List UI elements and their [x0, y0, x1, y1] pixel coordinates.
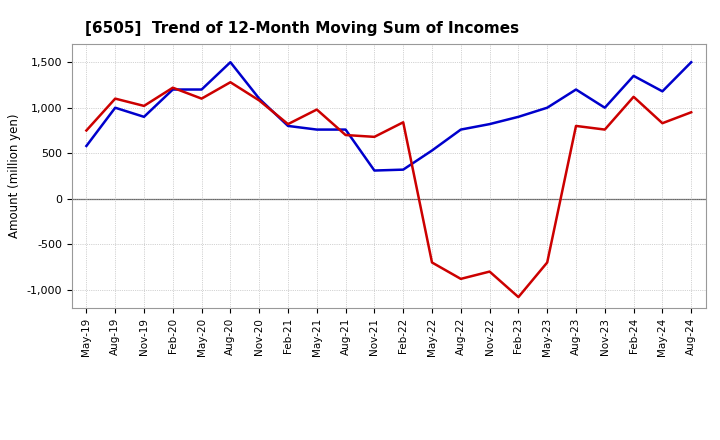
Ordinary Income [572, 87, 580, 92]
Ordinary Income [687, 59, 696, 65]
Ordinary Income [255, 96, 264, 101]
Y-axis label: Amount (million yen): Amount (million yen) [8, 114, 21, 238]
Net Income [600, 127, 609, 132]
Ordinary Income [514, 114, 523, 120]
Ordinary Income [197, 87, 206, 92]
Ordinary Income [226, 59, 235, 65]
Ordinary Income [140, 114, 148, 120]
Line: Net Income: Net Income [86, 82, 691, 297]
Net Income [456, 276, 465, 282]
Ordinary Income [456, 127, 465, 132]
Net Income [399, 120, 408, 125]
Ordinary Income [399, 167, 408, 172]
Ordinary Income [168, 87, 177, 92]
Ordinary Income [82, 143, 91, 149]
Ordinary Income [543, 105, 552, 110]
Ordinary Income [111, 105, 120, 110]
Net Income [197, 96, 206, 101]
Net Income [370, 134, 379, 139]
Ordinary Income [658, 89, 667, 94]
Ordinary Income [629, 73, 638, 78]
Text: [6505]  Trend of 12-Month Moving Sum of Incomes: [6505] Trend of 12-Month Moving Sum of I… [85, 21, 519, 36]
Net Income [485, 269, 494, 274]
Net Income [428, 260, 436, 265]
Ordinary Income [428, 148, 436, 153]
Net Income [341, 132, 350, 138]
Net Income [514, 294, 523, 300]
Net Income [255, 98, 264, 103]
Ordinary Income [370, 168, 379, 173]
Net Income [312, 107, 321, 112]
Net Income [226, 80, 235, 85]
Ordinary Income [341, 127, 350, 132]
Ordinary Income [600, 105, 609, 110]
Net Income [168, 85, 177, 90]
Ordinary Income [284, 123, 292, 128]
Ordinary Income [485, 121, 494, 127]
Net Income [687, 110, 696, 115]
Net Income [82, 128, 91, 133]
Net Income [140, 103, 148, 109]
Ordinary Income [312, 127, 321, 132]
Net Income [658, 121, 667, 126]
Net Income [629, 94, 638, 99]
Net Income [572, 123, 580, 128]
Net Income [543, 260, 552, 265]
Line: Ordinary Income: Ordinary Income [86, 62, 691, 171]
Net Income [284, 121, 292, 127]
Net Income [111, 96, 120, 101]
